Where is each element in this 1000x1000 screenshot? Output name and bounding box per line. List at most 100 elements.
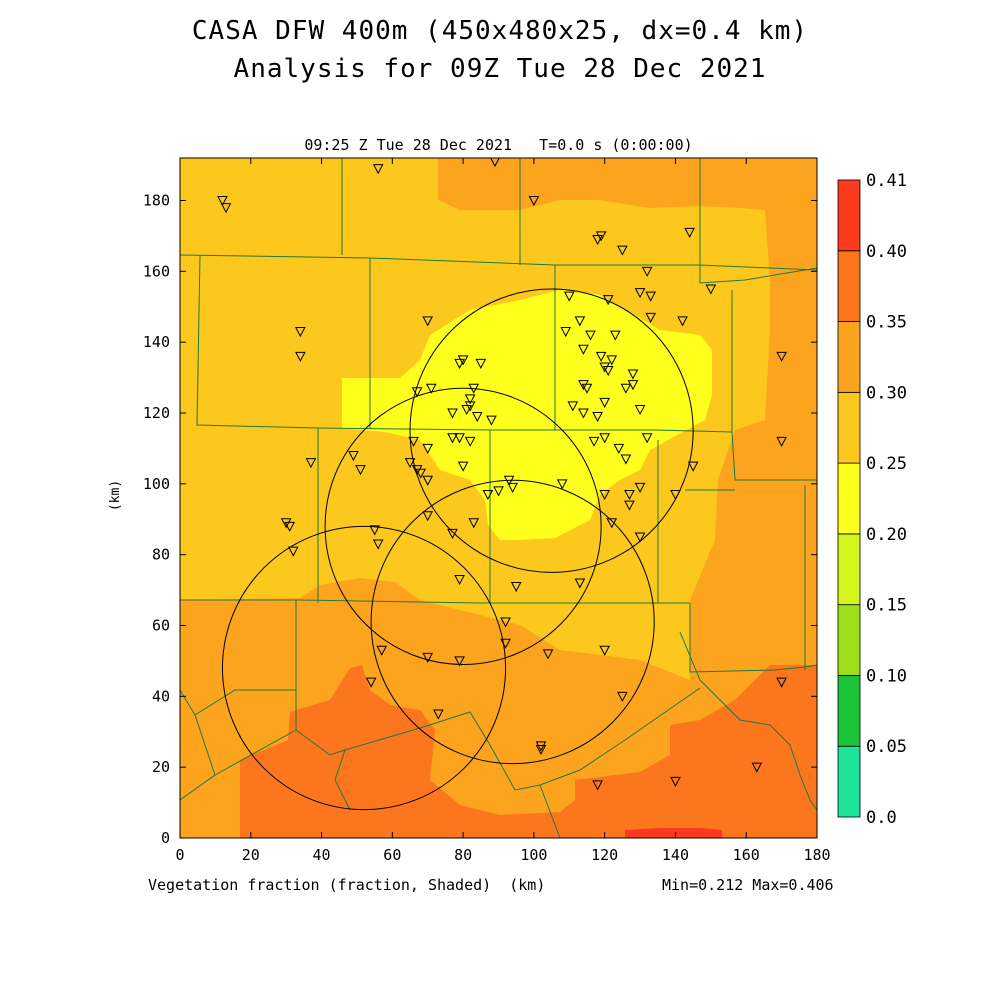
station-marker [454,433,465,444]
colorbar-label: 0.0 [866,808,897,828]
y-tick-label: 20 [152,758,170,776]
station-marker [574,316,586,327]
station-marker [422,316,434,327]
station-marker [220,203,232,214]
station-marker [454,574,465,586]
station-marker [645,312,657,323]
station-marker [454,358,465,369]
station-marker [486,415,497,426]
chart-title: CASA DFW 400m (450x480x25, dx=0.4 km) [191,16,809,46]
station-marker [500,617,511,628]
colorbar-label: 0.41 [866,171,907,191]
colorbar-swatch [837,533,861,606]
station-marker [677,316,688,327]
station-marker [578,344,589,355]
colorbar-label: 0.35 [866,313,907,333]
station-marker [592,780,603,791]
station-marker [464,394,476,405]
y-tick-label: 60 [152,617,170,635]
station-marker [422,511,434,522]
station-marker [670,489,681,501]
station-marker [507,482,518,493]
station-marker [599,645,610,656]
station-marker [687,461,699,472]
x-tick-label: 160 [733,846,760,864]
x-tick-label: 100 [520,846,547,864]
x-tick-label: 0 [175,846,184,864]
station-marker [422,443,434,454]
x-tick-label: 20 [242,846,260,864]
station-marker [581,383,593,394]
station-marker [535,744,547,756]
colorbar-label: 0.20 [866,525,907,545]
station-marker [447,528,458,539]
station-marker [482,489,494,501]
colorbar-swatch [837,675,861,747]
station-marker [578,380,589,391]
station-marker [592,412,603,423]
station-marker [490,158,500,168]
station-marker [217,196,228,207]
station-marker [684,227,695,238]
station-marker [567,401,579,412]
y-tick-label: 100 [143,475,170,493]
station-marker [776,436,787,447]
chart-title-analysis: Analysis for 09Z Tue 28 Dec 2021 [233,54,767,84]
station-marker [606,355,618,366]
station-marker [599,362,610,373]
station-marker [602,366,614,377]
station-marker [411,387,423,398]
station-marker [585,330,596,341]
radar-ring [324,387,602,665]
station-marker [457,461,469,472]
station-marker [595,351,607,362]
station-marker [284,521,296,532]
station-marker [372,539,384,550]
station-marker [493,486,504,497]
station-marker [620,383,632,394]
station-marker [776,677,787,688]
station-marker [578,408,589,419]
colorbar-label: 0.30 [866,383,907,403]
colorbar-swatch [837,604,861,676]
station-marker [471,412,483,423]
station-marker [369,525,380,536]
station-marker [305,458,317,469]
x-tick-label: 60 [383,846,401,864]
station-marker [464,401,476,412]
x-axis-caption: Vegetation fraction (fraction, Shaded) (… [148,876,546,894]
station-marker [461,404,472,416]
station-marker [617,245,628,256]
station-marker [634,404,646,416]
station-marker [510,582,522,593]
station-marker [422,475,434,486]
station-marker [365,677,377,688]
min-max-readout: Min=0.212 Max=0.406 [662,876,834,894]
station-marker [411,465,423,476]
station-marker [634,532,646,543]
station-marker [372,164,384,175]
station-marker [563,291,575,302]
station-marker [528,196,540,207]
radar-range-rings [221,288,694,811]
station-marker [535,741,547,752]
valid-time-subtitle: 09:25 Z Tue 28 Dec 2021 T=0.0 s (0:00:00… [304,136,693,154]
field-darkorange-southeast [575,665,817,838]
colorbar-swatch [837,250,861,322]
y-tick-label: 140 [143,333,170,351]
colorbar-swatch [837,179,861,252]
x-tick-label: 80 [454,846,472,864]
y-tick-label: 180 [143,192,170,210]
station-marker [599,433,610,444]
station-marker [457,355,469,366]
station-marker [617,691,628,702]
station-marker [705,284,717,295]
station-marker [475,358,487,369]
y-tick-label: 120 [143,404,170,422]
colorbar-label: 0.25 [866,454,907,474]
colorbar-swatch [837,321,861,393]
station-marker [641,266,653,277]
station-marker [645,291,657,302]
station-marker [599,397,610,408]
